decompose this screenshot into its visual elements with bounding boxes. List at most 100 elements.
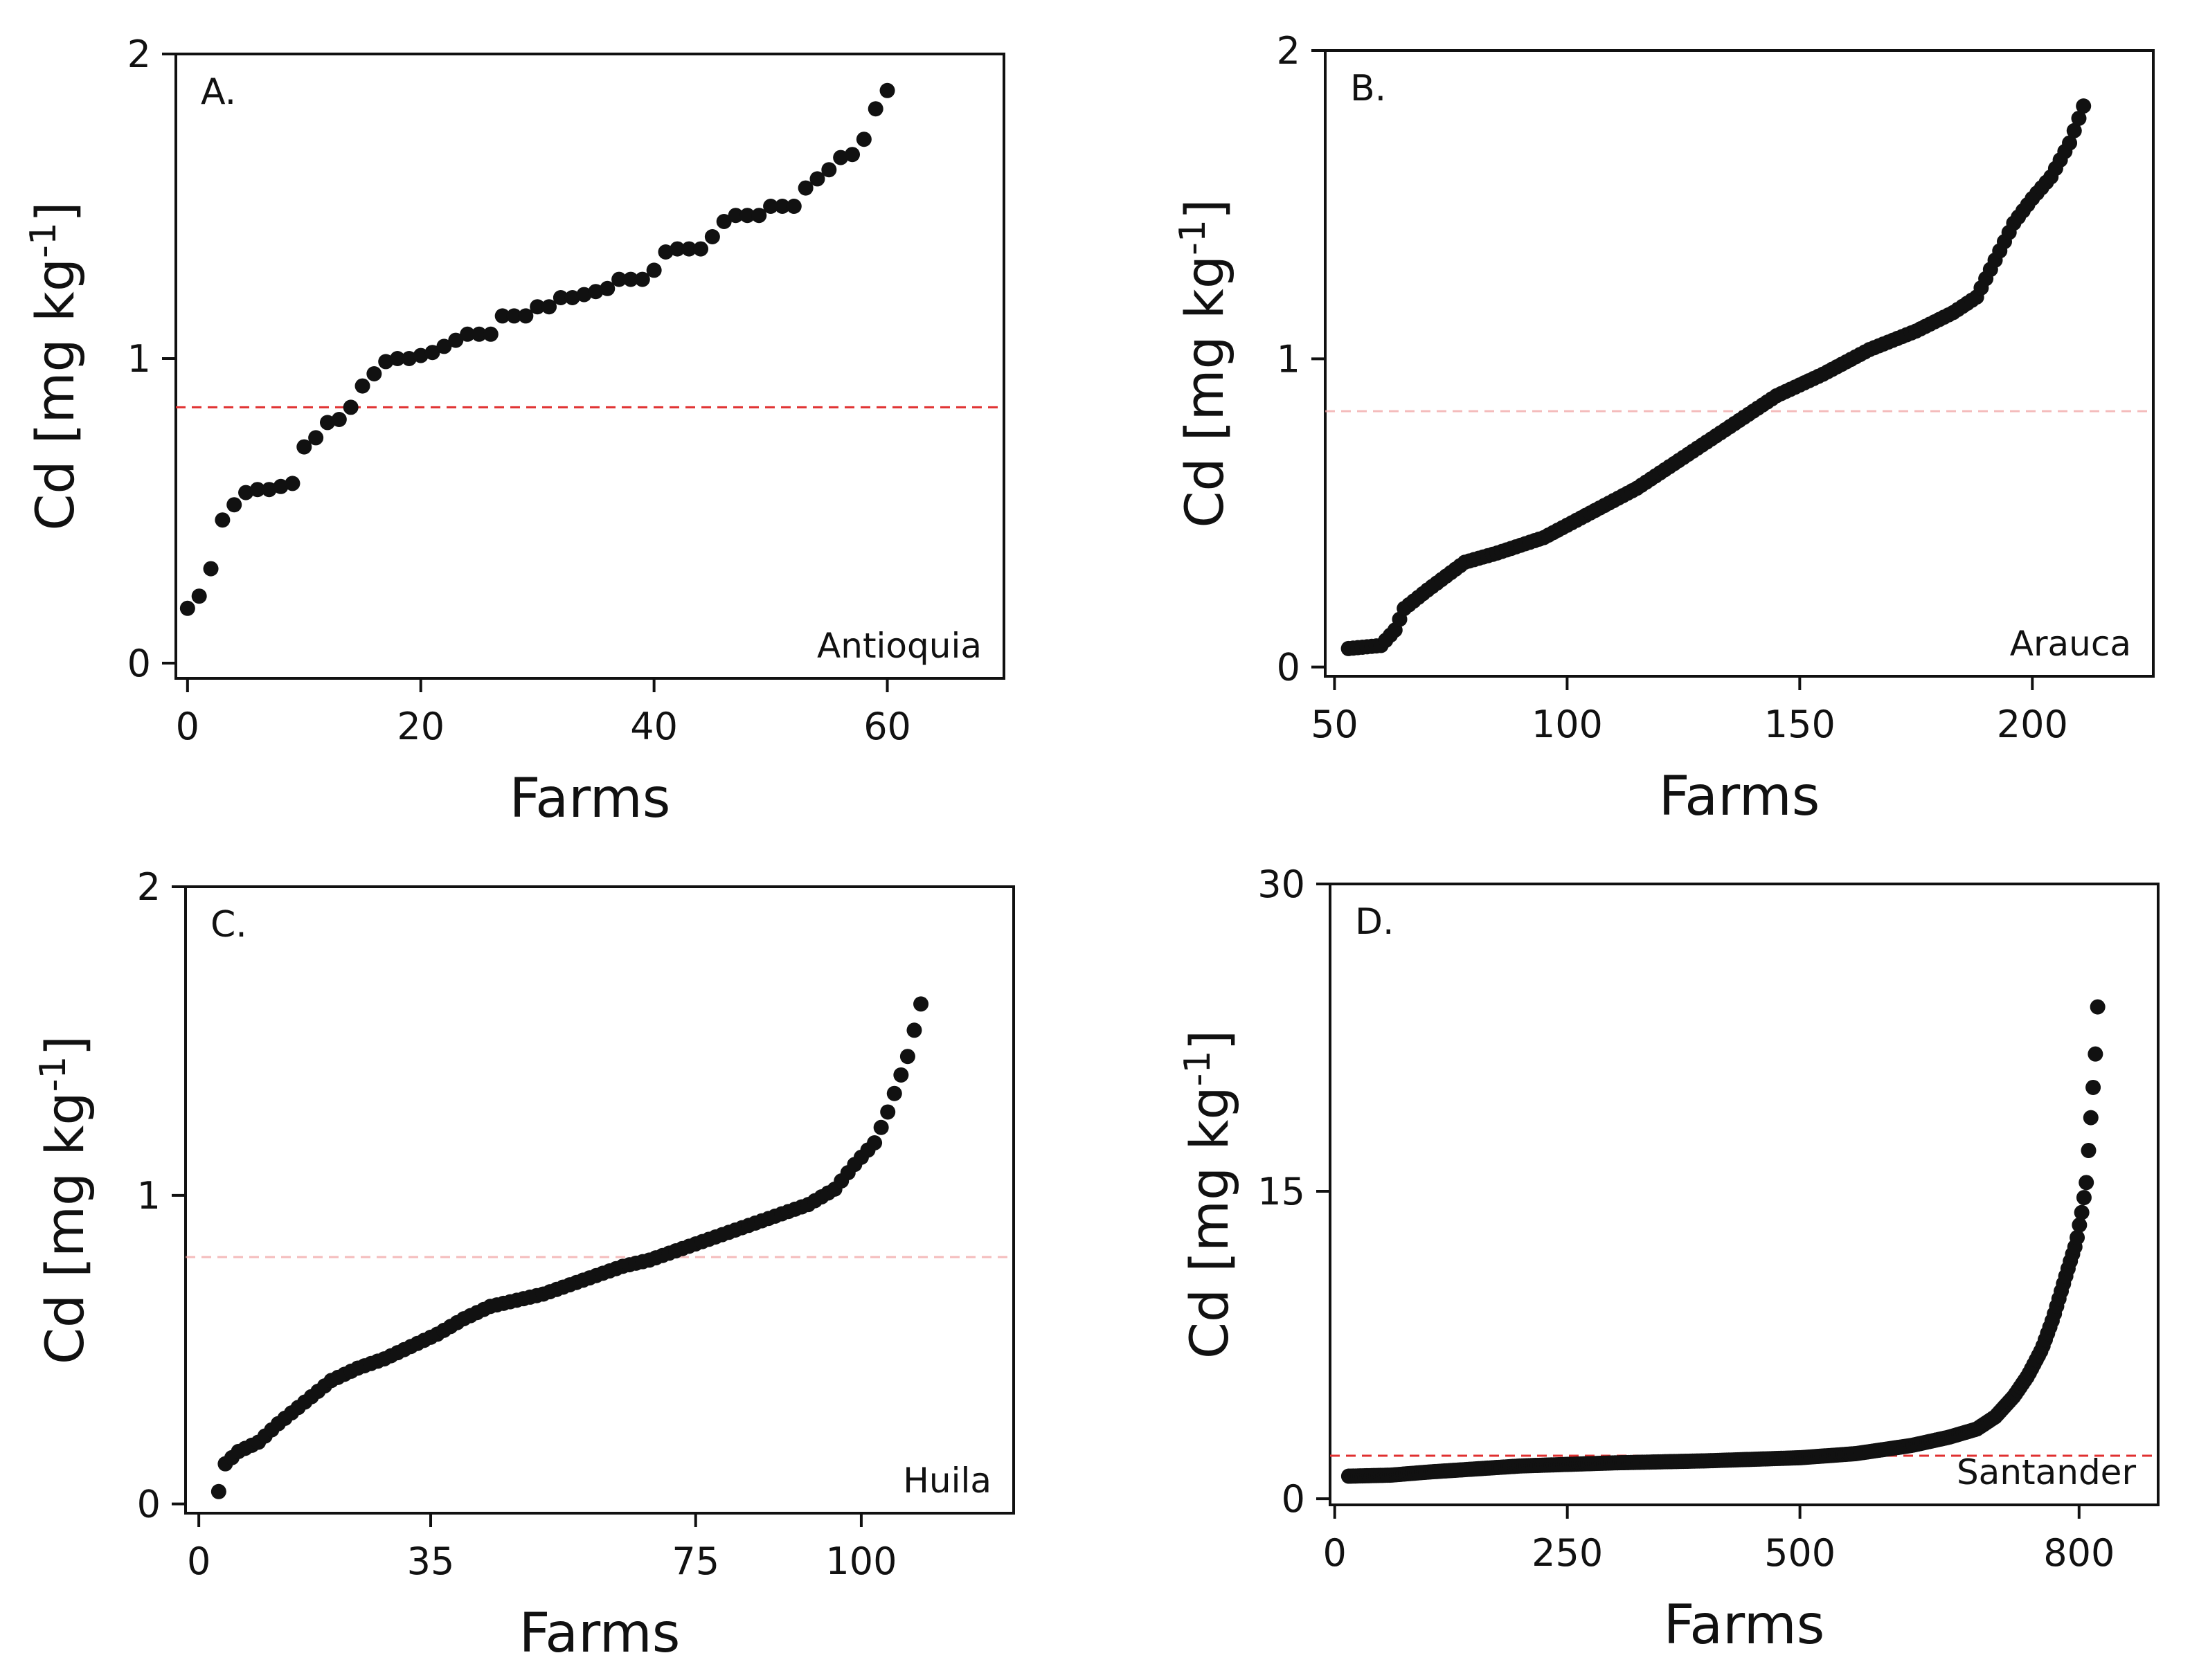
data-point <box>2076 98 2092 114</box>
data-point <box>471 326 487 342</box>
data-point <box>210 1483 226 1499</box>
data-point <box>483 326 499 342</box>
data-point <box>436 338 452 354</box>
data-point <box>2066 123 2082 138</box>
data-point <box>2071 110 2087 126</box>
data-point <box>261 482 277 498</box>
data-point <box>448 332 464 348</box>
x-tick-label: 200 <box>1997 703 2068 746</box>
panel-label: C. <box>210 904 247 946</box>
y-tick-label: 0 <box>137 1483 161 1526</box>
region-label: Antioquia <box>817 626 982 666</box>
data-point <box>273 478 289 494</box>
data-point <box>2072 1217 2088 1233</box>
panel-label: A. <box>201 71 236 113</box>
x-axis-label: Farms <box>510 768 671 830</box>
data-point <box>366 366 382 381</box>
data-point <box>2085 1079 2101 1095</box>
data-point <box>600 280 616 296</box>
plot-frame <box>174 53 1005 680</box>
data-point <box>670 241 685 257</box>
y-axis-label-superscript: -1 <box>1177 1050 1219 1086</box>
data-point <box>786 199 802 214</box>
panel-label: D. <box>1355 901 1394 943</box>
y-axis-label-close: ] <box>34 1036 96 1056</box>
x-tick-label: 250 <box>1532 1531 1603 1575</box>
data-point <box>634 271 650 287</box>
data-point <box>886 1085 902 1101</box>
data-point <box>506 308 522 324</box>
data-point <box>564 290 580 305</box>
data-point <box>203 561 219 577</box>
data-point <box>880 1104 896 1120</box>
y-tick-label: 0 <box>1282 1477 1305 1521</box>
data-point <box>893 1067 909 1083</box>
data-point <box>2088 1046 2103 1062</box>
data-point <box>622 271 638 287</box>
y-axis-label-close: ] <box>24 201 86 222</box>
panel-label: B. <box>1350 68 1386 109</box>
x-axis-label: Farms <box>519 1602 681 1665</box>
data-point <box>401 351 417 366</box>
y-tick-label: 1 <box>127 337 151 381</box>
y-tick-label: 2 <box>137 865 161 909</box>
data-point <box>868 101 883 117</box>
data-point <box>611 271 627 287</box>
y-axis-label: Cd [mg kg-1] <box>23 201 86 530</box>
y-tick-label: 0 <box>127 642 151 685</box>
data-point <box>460 326 476 342</box>
data-point <box>845 147 861 163</box>
y-axis-label-text: Cd [mg kg <box>1174 255 1235 528</box>
data-points <box>1340 98 2092 656</box>
data-point <box>2090 999 2106 1015</box>
data-point <box>2081 1143 2097 1159</box>
data-point <box>249 482 265 498</box>
data-point <box>424 345 440 361</box>
data-point <box>913 996 929 1012</box>
data-point <box>704 229 720 244</box>
data-point <box>879 82 895 98</box>
data-point <box>541 299 557 315</box>
data-point <box>226 497 242 513</box>
x-tick-label: 500 <box>1764 1531 1836 1575</box>
y-tick-label: 30 <box>1257 862 1305 906</box>
x-tick-label: 800 <box>2043 1531 2115 1575</box>
data-point <box>518 308 534 324</box>
data-points <box>210 996 929 1499</box>
data-point <box>646 262 662 278</box>
panel-b: 50 100 150 200 0 1 2 Farms Cd [mg kg-1] B. Arauca <box>1172 29 2155 828</box>
x-axis-label: Farms <box>1664 1594 1825 1656</box>
data-point <box>331 412 347 427</box>
y-axis-label-close: ] <box>1178 1030 1240 1051</box>
data-point <box>658 244 674 260</box>
data-point <box>739 208 755 224</box>
y-axis-label-superscript: -1 <box>23 222 64 258</box>
data-point <box>774 199 790 214</box>
y-axis-label: Cd [mg kg-1] <box>33 1036 96 1364</box>
data-point <box>693 241 709 257</box>
y-axis-label-text: Cd [mg kg <box>1178 1086 1240 1359</box>
data-point <box>296 439 312 455</box>
data-point <box>494 308 510 324</box>
data-point <box>413 347 429 363</box>
data-point <box>530 299 546 315</box>
x-tick-label: 0 <box>187 1539 210 1583</box>
x-tick-label: 100 <box>1532 703 1603 746</box>
data-point <box>798 180 814 196</box>
data-point <box>588 284 604 300</box>
data-point <box>319 415 335 431</box>
region-label: Santander <box>1957 1452 2137 1492</box>
y-tick-label: 2 <box>1277 29 1300 73</box>
x-axis-label: Farms <box>1659 766 1820 828</box>
data-point <box>906 1022 922 1038</box>
data-point <box>873 1119 889 1135</box>
data-point <box>899 1049 915 1065</box>
x-tick-label: 0 <box>1323 1531 1347 1575</box>
data-points <box>1340 999 2106 1484</box>
data-point <box>390 351 406 366</box>
region-label: Arauca <box>2010 624 2131 664</box>
region-label: Huila <box>903 1461 991 1501</box>
data-point <box>378 354 394 370</box>
data-point <box>2083 1110 2099 1126</box>
data-point <box>2074 1204 2090 1220</box>
